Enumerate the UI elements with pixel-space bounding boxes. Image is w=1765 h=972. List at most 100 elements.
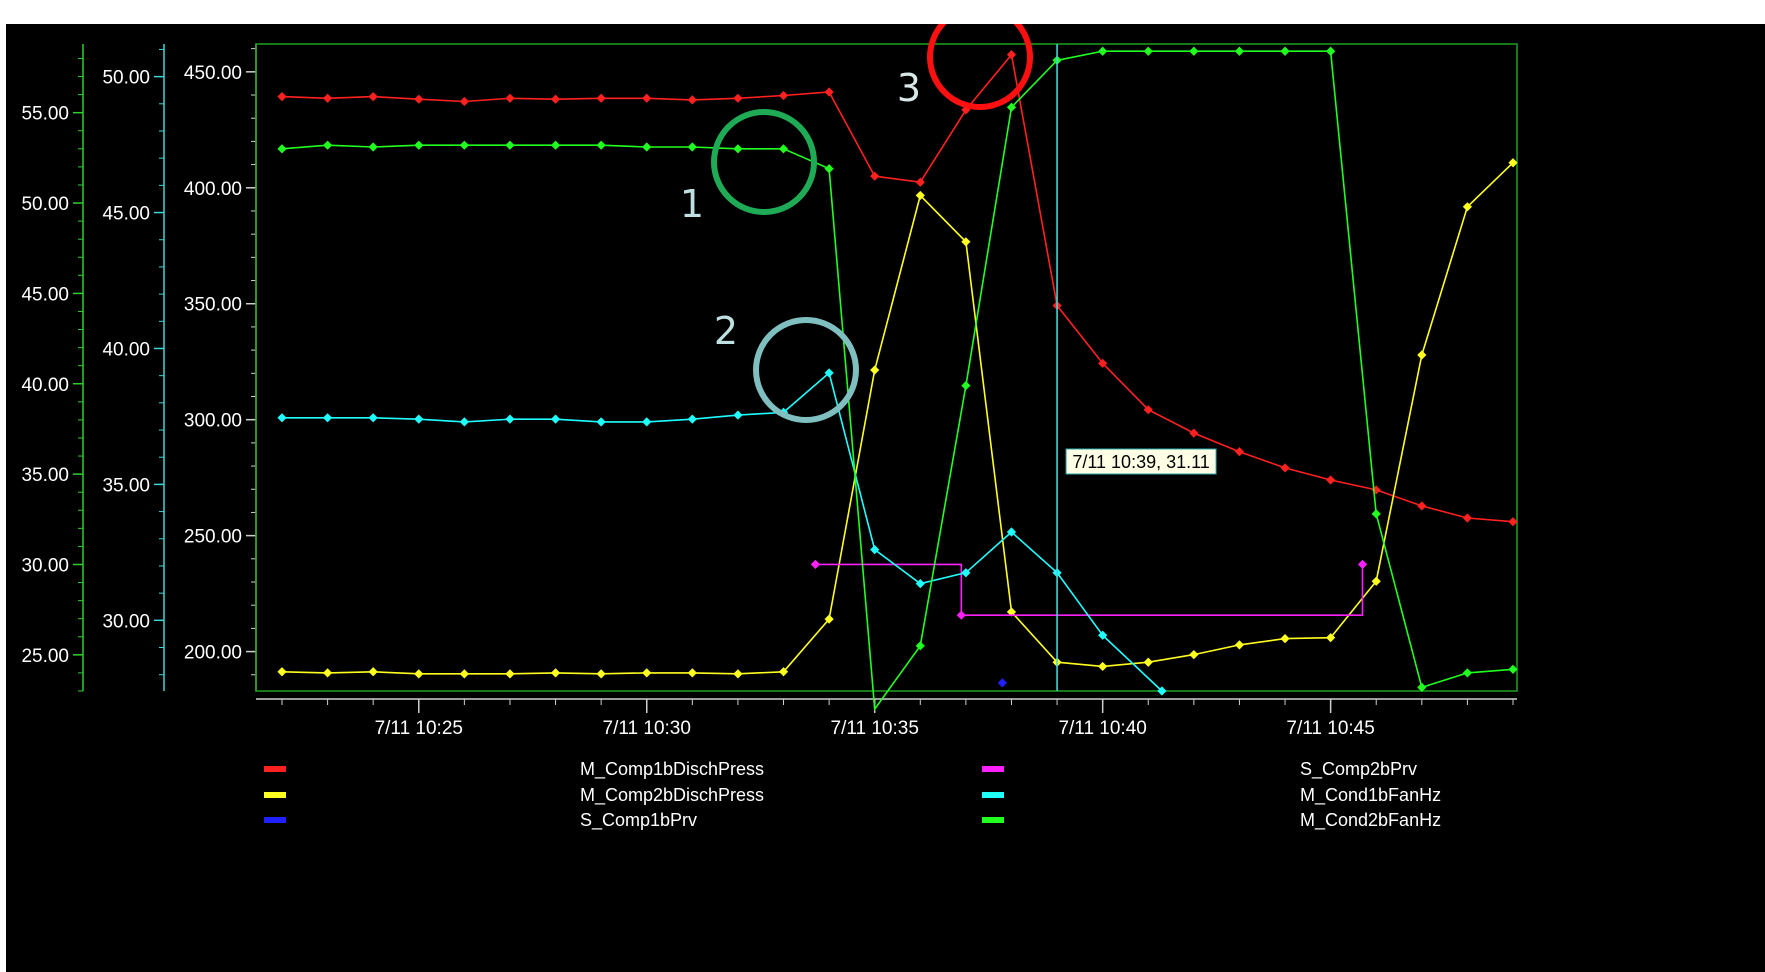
- data-point: [277, 92, 287, 102]
- legend-item-M_Comp2bDischPress: M_Comp2bDischPress: [264, 785, 764, 806]
- data-point: [778, 144, 789, 154]
- legend: M_Comp1bDischPress M_Comp2bDischPress S_Co…: [264, 759, 1441, 831]
- y-tick-label: 450.00: [184, 63, 242, 84]
- data-point: [550, 414, 561, 424]
- data-point: [778, 667, 789, 677]
- y-tick-label: 35.00: [21, 465, 69, 486]
- data-point: [459, 417, 469, 427]
- annotation-3: 3: [897, 24, 1033, 110]
- data-point: [1280, 46, 1290, 56]
- data-point: [824, 368, 834, 378]
- y-axis-press: 200.00 250.00 300.00 350.00 400.00 450.00: [184, 44, 257, 691]
- data-point: [642, 668, 652, 678]
- data-point: [550, 668, 561, 678]
- legend-swatch: [982, 766, 1004, 772]
- y-tick-label: 55.00: [21, 104, 69, 125]
- legend-item-M_Comp1bDischPress: M_Comp1bDischPress: [264, 759, 764, 780]
- data-point: [459, 669, 469, 679]
- data-point: [596, 669, 606, 679]
- data-point: [1326, 46, 1336, 56]
- data-point: [505, 140, 515, 150]
- data-point: [414, 669, 424, 679]
- data-point: [1234, 447, 1245, 457]
- data-point: [596, 93, 606, 103]
- data-point: [1417, 682, 1427, 692]
- y-tick-label: 25.00: [21, 646, 69, 667]
- axes: 200.00250.00300.00350.00400.00450.0030.0…: [21, 44, 1517, 739]
- data-point: [1143, 657, 1153, 667]
- data-point: [733, 93, 743, 103]
- data-point: [550, 140, 561, 150]
- y-tick-label: 40.00: [102, 339, 150, 360]
- data-point: [322, 140, 333, 150]
- data-point: [277, 667, 287, 677]
- y-axis-fan2: 25.00 30.00 35.00 40.00 45.00 50.00 55.00: [21, 44, 84, 692]
- legend-swatch: [982, 817, 1004, 823]
- series-layer: [277, 46, 1518, 712]
- annotation-circle: [927, 24, 1033, 110]
- data-point: [414, 414, 424, 424]
- x-tick-label: 7/11 10:35: [831, 718, 919, 739]
- chart-window: 200.00 250.00 300.00 350.00 400.00 450.00 30.0…: [6, 24, 1765, 972]
- data-point: [1462, 202, 1473, 212]
- legend-swatch: [264, 766, 286, 772]
- annotation-circle: [753, 317, 859, 423]
- data-point: [1157, 686, 1167, 696]
- data-point: [1098, 46, 1108, 56]
- series-M_Comp1bDischPress: [277, 50, 1518, 527]
- legend-swatch: [264, 817, 286, 823]
- y-tick-label: 45.00: [102, 204, 150, 225]
- data-point: [1508, 517, 1518, 527]
- data-point: [1006, 527, 1017, 537]
- data-point: [1462, 668, 1473, 678]
- series-line-M_Comp1bDischPress: [281, 52, 1514, 523]
- annotation-1: 1: [680, 109, 817, 226]
- data-point: [915, 641, 925, 651]
- legend-label: M_Comp1bDischPress: [580, 759, 764, 780]
- data-point: [1462, 513, 1473, 523]
- y-tick-label: 50.00: [102, 68, 150, 89]
- data-point: [368, 413, 378, 423]
- y-tick-label: 300.00: [184, 411, 242, 432]
- x-tick-label: 7/11 10:40: [1058, 718, 1146, 739]
- series-S_Comp1bPrv: [997, 678, 1007, 688]
- series-M_Cond1bFanHz: [277, 368, 1167, 696]
- data-point: [810, 559, 821, 569]
- data-point: [368, 667, 378, 677]
- legend-swatch: [982, 792, 1004, 798]
- data-point: [870, 545, 880, 555]
- data-point: [505, 414, 515, 424]
- data-point: [414, 140, 424, 150]
- data-point: [824, 164, 834, 174]
- data-point: [550, 94, 561, 104]
- data-point: [1098, 661, 1108, 672]
- data-point: [277, 413, 287, 423]
- y-tick-label: 250.00: [184, 527, 242, 548]
- data-point: [1326, 633, 1336, 643]
- series-S_Comp2bPrv: [810, 559, 1368, 620]
- y-axis-fan1: 30.00 35.00 40.00 45.00 50.00: [102, 44, 165, 691]
- data-point: [642, 93, 652, 103]
- data-point: [687, 95, 697, 105]
- data-point: [870, 365, 880, 375]
- data-point: [1234, 640, 1245, 650]
- data-point: [915, 190, 925, 201]
- legend-item-S_Comp1bPrv: S_Comp1bPrv: [264, 810, 697, 831]
- series-M_Comp2bDischPress: [277, 158, 1518, 679]
- annotation-circle: [711, 109, 817, 215]
- legend-label: M_Cond1bFanHz: [1300, 785, 1441, 806]
- legend-label: S_Comp2bPrv: [1300, 759, 1417, 780]
- data-point: [733, 144, 743, 154]
- data-point: [824, 614, 834, 624]
- legend-item-M_Cond1bFanHz: M_Cond1bFanHz: [982, 785, 1441, 806]
- data-point: [1326, 475, 1336, 485]
- data-point: [915, 177, 925, 187]
- data-point: [1006, 50, 1017, 60]
- legend-item-S_Comp2bPrv: S_Comp2bPrv: [982, 759, 1417, 780]
- data-point: [505, 669, 515, 679]
- data-point: [1189, 428, 1199, 438]
- data-point: [1189, 649, 1199, 660]
- cursor-layer[interactable]: 7/11 10:39, 31.11: [1056, 44, 1217, 691]
- x-axis: 7/11 10:25 7/11 10:30 7/11 10:35 7/11 10:40…: [256, 698, 1517, 739]
- data-point: [459, 140, 469, 150]
